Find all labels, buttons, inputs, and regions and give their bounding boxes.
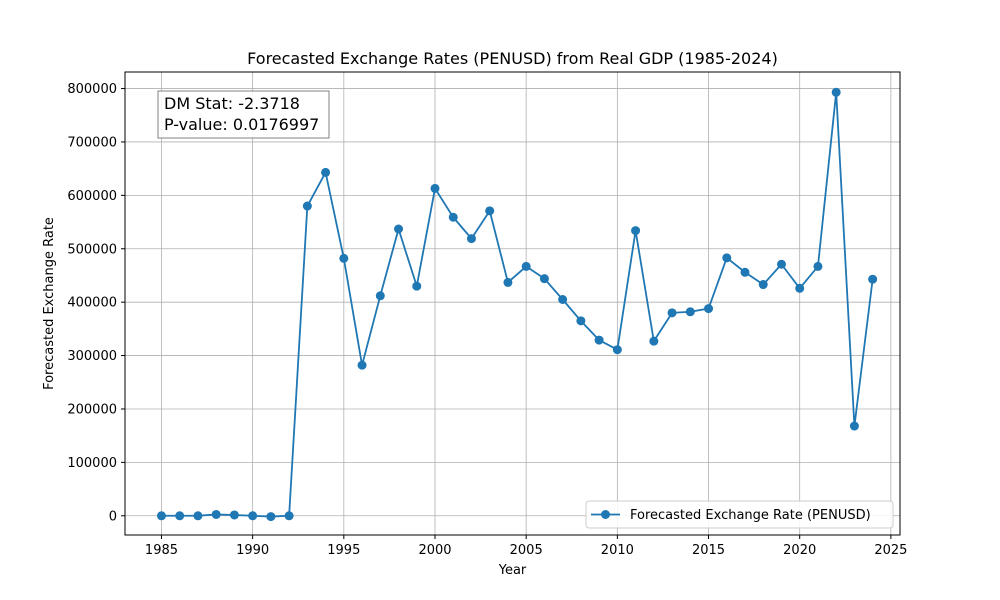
data-point	[667, 308, 677, 318]
y-tick-label: 600000	[67, 189, 117, 204]
y-tick-label: 100000	[67, 456, 117, 471]
legend-marker-swatch	[601, 510, 610, 519]
data-point	[849, 421, 859, 431]
data-point	[175, 511, 185, 521]
data-point	[685, 307, 695, 317]
data-point	[485, 206, 495, 216]
data-point	[266, 512, 276, 522]
data-point	[521, 261, 531, 271]
y-tick-label: 0	[109, 509, 117, 524]
data-point	[758, 280, 768, 290]
data-point	[412, 281, 422, 291]
x-tick-label: 2000	[418, 543, 451, 558]
annotation-dm-stat: DM Stat: -2.3718	[164, 94, 300, 113]
y-tick-label: 500000	[67, 242, 117, 257]
ticks-layer: 1985 1990 1995 2000 2005 2010 2015 2020 2025 0 100…	[67, 82, 907, 558]
data-point	[704, 304, 714, 314]
x-axis-label: Year	[498, 563, 527, 578]
data-point	[430, 183, 440, 193]
data-point	[466, 234, 476, 244]
y-tick-label: 200000	[67, 402, 117, 417]
legend-frame	[585, 500, 894, 529]
y-axis-label: Forecasted Exchange Rate	[42, 217, 57, 390]
data-point	[302, 201, 312, 211]
data-point	[321, 167, 331, 177]
data-point	[813, 261, 823, 271]
plot-frame	[124, 71, 901, 536]
data-point	[229, 510, 239, 520]
x-tick-label: 2020	[783, 543, 816, 558]
data-point	[868, 274, 878, 284]
data-point	[156, 511, 166, 521]
data-point	[248, 511, 258, 521]
data-point	[795, 283, 805, 293]
grid-layer	[125, 72, 900, 535]
data-point	[539, 274, 549, 284]
x-tick-label: 2005	[510, 543, 543, 558]
x-tick-label: 1985	[145, 543, 178, 558]
data-point	[284, 511, 294, 521]
legend-label: Forecasted Exchange Rate (PENUSD)	[630, 508, 871, 523]
annotation-p-value: P-value: 0.0176997	[164, 115, 319, 134]
data-point	[649, 336, 659, 346]
series-line	[161, 91, 874, 518]
y-tick-label: 300000	[67, 349, 117, 364]
data-point	[631, 226, 641, 236]
x-tick-label: 2015	[692, 543, 725, 558]
data-point	[612, 345, 622, 355]
data-point	[722, 253, 732, 263]
data-point	[776, 259, 786, 269]
data-point	[503, 277, 513, 287]
data-point	[740, 267, 750, 277]
x-tick-label: 1995	[327, 543, 360, 558]
data-point	[558, 294, 568, 304]
x-tick-label: 2025	[874, 543, 907, 558]
x-tick-label: 2010	[601, 543, 634, 558]
data-point	[375, 291, 385, 301]
data-point	[576, 316, 586, 326]
y-tick-label: 400000	[67, 296, 117, 311]
data-point	[339, 253, 349, 263]
data-point	[394, 224, 404, 234]
y-tick-label: 800000	[67, 82, 117, 97]
data-point	[211, 509, 221, 519]
y-tick-label: 700000	[67, 135, 117, 150]
chart-title: Forecasted Exchange Rates (PENUSD) from …	[247, 49, 778, 68]
annotation-box: DM Stat: -2.3718 P-value: 0.0176997	[157, 90, 330, 139]
data-point	[594, 335, 604, 345]
series-layer	[156, 87, 878, 522]
data-point	[193, 511, 203, 521]
data-point	[357, 360, 367, 370]
x-tick-label: 1990	[236, 543, 269, 558]
legend: Forecasted Exchange Rate (PENUSD)	[585, 500, 894, 529]
data-point	[831, 87, 841, 97]
annotation-frame	[157, 90, 330, 139]
data-point	[448, 212, 458, 222]
